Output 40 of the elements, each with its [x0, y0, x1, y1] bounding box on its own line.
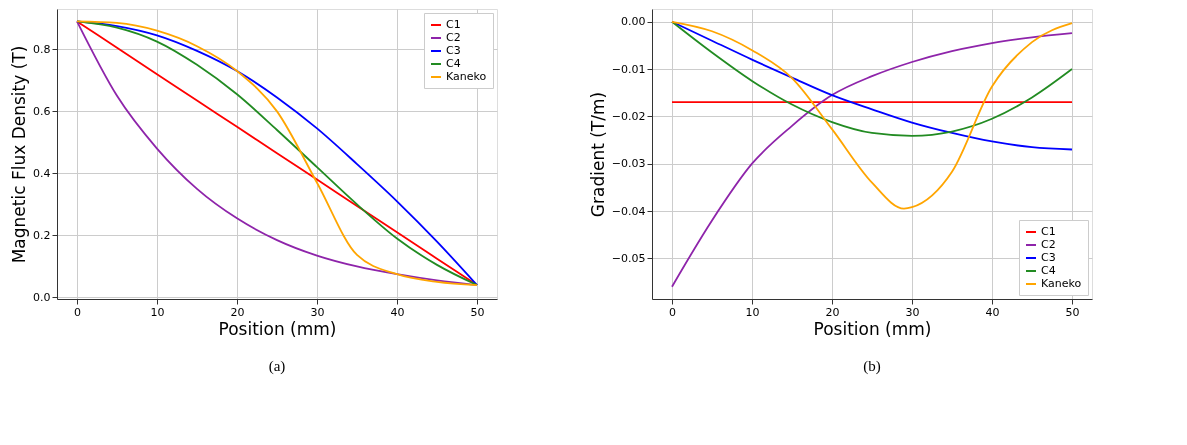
y-tick-label: 0.00 — [621, 15, 646, 29]
y-tick-label: −0.04 — [611, 204, 646, 218]
legend-label: Kaneko — [1041, 277, 1082, 290]
x-tick-label: 40 — [985, 305, 1000, 319]
x-tick-label: 0 — [669, 305, 676, 319]
y-tick-label: 0.2 — [33, 228, 51, 242]
text: (b) — [863, 358, 881, 375]
x-tick-label: 40 — [390, 305, 405, 319]
x-tick-label: 30 — [310, 305, 325, 319]
y-tick-label: −0.05 — [611, 251, 646, 265]
legend-label: C3 — [1041, 251, 1056, 264]
y-tick-label: −0.02 — [611, 109, 646, 123]
legend-label: C2 — [446, 31, 461, 44]
x-tick-label: 10 — [150, 305, 165, 319]
legend-label: C1 — [446, 18, 461, 31]
y-tick-label: 0.6 — [33, 104, 51, 118]
y-tick-label: 0.8 — [33, 42, 51, 56]
y-axis-title: Magnetic Flux Density (T) — [9, 45, 30, 264]
legend-label: C1 — [1041, 225, 1056, 238]
y-tick-label: 0.4 — [33, 166, 51, 180]
x-axis-title: Position (mm) — [813, 318, 932, 339]
x-tick-label: 30 — [905, 305, 920, 319]
legend-label: C2 — [1041, 238, 1056, 251]
legend-label: Kaneko — [446, 70, 487, 83]
x-tick-label: 20 — [230, 305, 245, 319]
legend-label: C3 — [446, 44, 461, 57]
text: (a) — [268, 358, 286, 375]
legend-label: C4 — [1041, 264, 1056, 277]
y-axis-title: Gradient (T/m) — [587, 91, 608, 218]
x-tick-label: 0 — [74, 305, 81, 319]
line-series — [671, 20, 1073, 210]
x-axis-title: Position (mm) — [218, 318, 337, 339]
y-tick-label: −0.01 — [611, 62, 646, 76]
x-tick-label: 20 — [825, 305, 840, 319]
y-tick-label: −0.03 — [611, 157, 646, 171]
x-tick-label: 50 — [1065, 305, 1080, 319]
x-tick-label: 10 — [745, 305, 760, 319]
legend-label: C4 — [446, 57, 461, 70]
x-tick-label: 50 — [470, 305, 485, 319]
y-tick-label: 0.0 — [33, 290, 51, 304]
